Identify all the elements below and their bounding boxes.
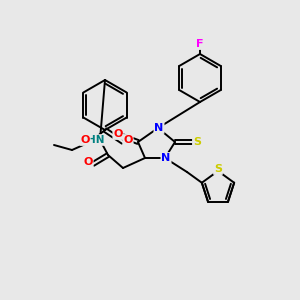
Text: O: O: [83, 157, 93, 167]
Text: S: S: [214, 164, 222, 174]
Text: S: S: [193, 137, 201, 147]
Text: O: O: [113, 129, 123, 139]
Text: F: F: [196, 39, 204, 49]
Text: O: O: [123, 135, 133, 145]
Text: O: O: [80, 135, 90, 145]
Text: N: N: [154, 123, 164, 133]
Text: N: N: [161, 153, 171, 163]
Text: HN: HN: [87, 135, 105, 145]
